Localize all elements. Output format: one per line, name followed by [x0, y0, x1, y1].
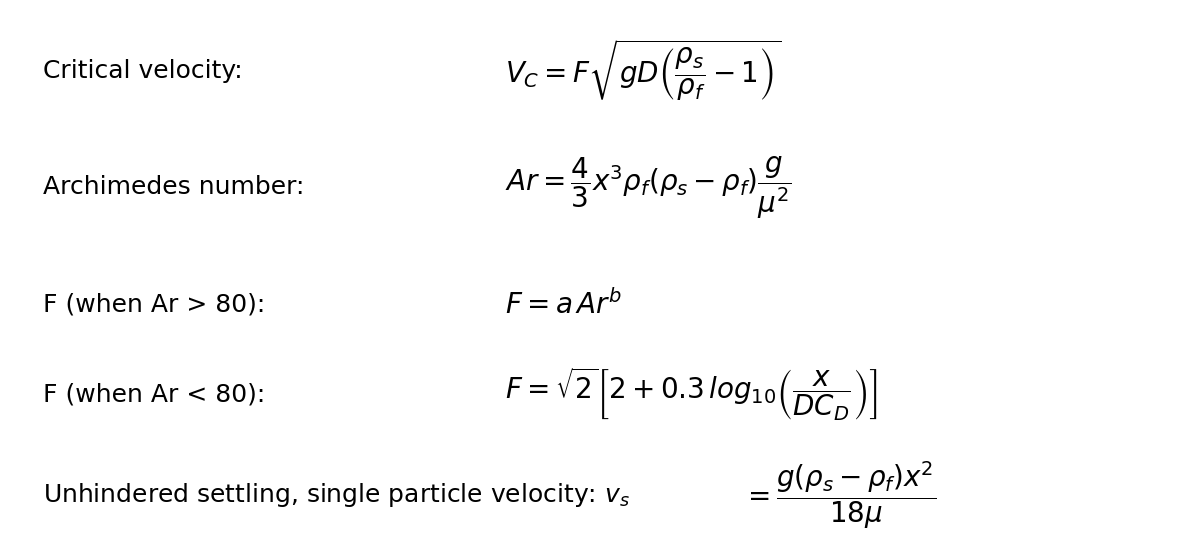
Text: Critical velocity:: Critical velocity: [42, 59, 242, 83]
Text: Archimedes number:: Archimedes number: [42, 176, 304, 200]
Text: $F = a\,Ar^b$: $F = a\,Ar^b$ [505, 289, 622, 319]
Text: Unhindered settling, single particle velocity: $v_s$: Unhindered settling, single particle vel… [42, 481, 629, 509]
Text: F (when Ar < 80):: F (when Ar < 80): [42, 382, 265, 406]
Text: F (when Ar > 80):: F (when Ar > 80): [42, 292, 265, 316]
Text: $= \dfrac{g(\rho_s - \rho_f)x^2}{18\mu}$: $= \dfrac{g(\rho_s - \rho_f)x^2}{18\mu}$ [743, 459, 936, 531]
Text: $V_C = F\sqrt{gD\left(\dfrac{\rho_s}{\rho_f}-1\right)}$: $V_C = F\sqrt{gD\left(\dfrac{\rho_s}{\rh… [505, 38, 781, 103]
Text: $F = \sqrt{2}\left[2 + 0.3\,log_{10}\left(\dfrac{x}{DC_D}\right)\right]$: $F = \sqrt{2}\left[2 + 0.3\,log_{10}\lef… [505, 366, 878, 423]
Text: $Ar = \dfrac{4}{3}x^3\rho_f\left(\rho_s - \rho_f\right)\dfrac{g}{\mu^2}$: $Ar = \dfrac{4}{3}x^3\rho_f\left(\rho_s … [505, 154, 792, 221]
